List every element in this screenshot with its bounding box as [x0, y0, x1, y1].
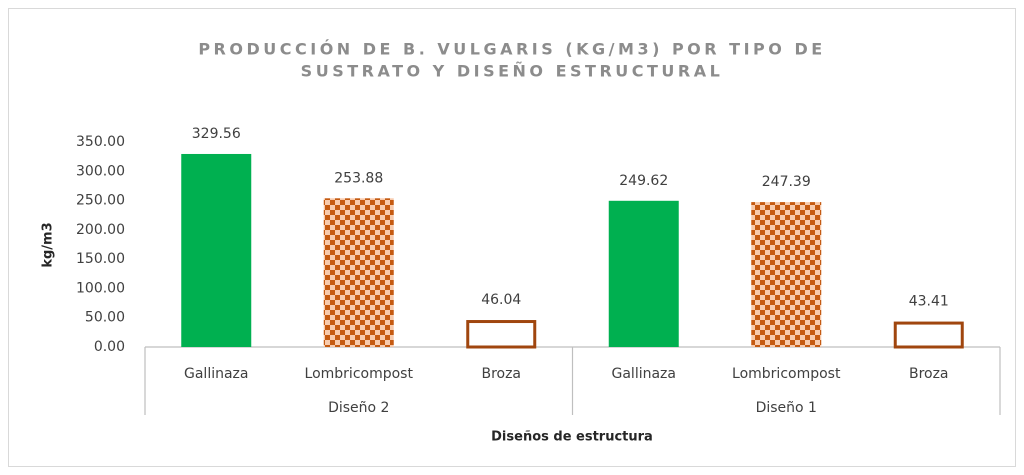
x-tick-label: Gallinaza — [184, 366, 248, 382]
x-tick-label: Lombricompost — [732, 366, 841, 382]
data-label: 329.56 — [192, 126, 241, 142]
chart-border — [8, 8, 1016, 467]
data-label: 46.04 — [481, 292, 521, 308]
x-tick-label: Gallinaza — [612, 366, 676, 382]
bar — [751, 202, 822, 347]
bar — [608, 200, 679, 347]
x-tick-label: Broza — [909, 366, 949, 382]
y-axis-title: kg/m3 — [41, 222, 56, 267]
group-label: Diseño 2 — [328, 400, 389, 416]
group-label: Diseño 1 — [756, 400, 817, 416]
data-label: 43.41 — [909, 294, 949, 310]
y-tick-label: 0.00 — [94, 339, 125, 355]
chart-title: SUSTRATO Y DISEÑO ESTRUCTURAL — [301, 62, 724, 81]
data-label: 253.88 — [334, 170, 383, 186]
y-tick-label: 250.00 — [76, 193, 125, 209]
y-tick-label: 50.00 — [85, 310, 125, 326]
x-tick-label: Lombricompost — [305, 366, 414, 382]
y-tick-label: 350.00 — [76, 134, 125, 150]
y-tick-label: 300.00 — [76, 163, 125, 179]
bar — [323, 198, 394, 347]
bar — [893, 321, 964, 349]
x-tick-label: Broza — [481, 366, 521, 382]
data-label: 249.62 — [619, 173, 668, 189]
bar — [181, 153, 252, 347]
data-label: 247.39 — [762, 174, 811, 190]
y-tick-label: 100.00 — [76, 280, 125, 296]
y-tick-label: 150.00 — [76, 251, 125, 267]
x-axis-title: Diseños de estructura — [491, 430, 653, 445]
bar — [466, 320, 537, 349]
y-tick-label: 200.00 — [76, 222, 125, 238]
chart-title: PRODUCCIÓN DE B. VULGARIS (KG/M3) POR TI… — [198, 40, 825, 59]
